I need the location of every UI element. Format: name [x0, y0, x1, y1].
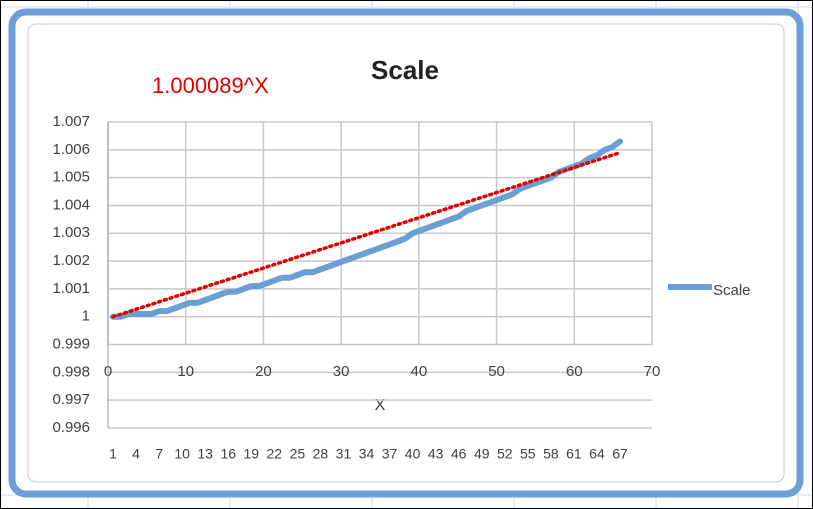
category-label: 1 — [109, 446, 117, 462]
category-label: 4 — [132, 446, 140, 462]
category-label: 37 — [382, 446, 398, 462]
x-axis-title: X — [375, 397, 386, 414]
trendline-equation: 1.000089^X — [152, 73, 269, 98]
category-label: 67 — [612, 446, 628, 462]
legend-label: Scale — [713, 282, 751, 299]
x-tick-label: 50 — [488, 363, 505, 380]
category-label: 16 — [220, 446, 236, 462]
y-tick-label: 0.998 — [52, 363, 90, 380]
category-label: 43 — [428, 446, 444, 462]
y-tick-label: 1.003 — [52, 224, 90, 241]
y-tick-label: 0.996 — [52, 419, 90, 436]
x-tick-label: 70 — [644, 363, 661, 380]
category-label: 40 — [405, 446, 421, 462]
x-tick-label: 10 — [177, 363, 194, 380]
category-label: 19 — [243, 446, 259, 462]
category-label: 34 — [359, 446, 375, 462]
x-tick-label: 30 — [333, 363, 350, 380]
y-tick-label: 1.002 — [52, 252, 90, 269]
chart-title: Scale — [371, 55, 439, 85]
y-tick-label: 0.999 — [52, 336, 90, 353]
category-label: 52 — [497, 446, 513, 462]
y-tick-label: 1.001 — [52, 280, 90, 297]
category-label: 25 — [290, 446, 306, 462]
category-label: 46 — [451, 446, 467, 462]
y-tick-label: 1.006 — [52, 141, 90, 158]
x-tick-label: 60 — [566, 363, 583, 380]
y-tick-label: 1 — [82, 308, 90, 325]
category-label: 10 — [174, 446, 190, 462]
x-tick-label: 20 — [255, 363, 272, 380]
y-tick-label: 1.004 — [52, 196, 90, 213]
category-label: 22 — [267, 446, 283, 462]
chart-area — [27, 23, 785, 483]
trendline — [111, 150, 622, 319]
category-label: 7 — [155, 446, 163, 462]
category-label: 55 — [520, 446, 536, 462]
category-label: 64 — [589, 446, 605, 462]
category-label: 31 — [336, 446, 352, 462]
x-tick-label: 40 — [411, 363, 428, 380]
category-label: 58 — [543, 446, 559, 462]
category-label: 61 — [566, 446, 582, 462]
category-label: 13 — [197, 446, 213, 462]
y-tick-label: 1.007 — [52, 113, 90, 130]
y-tick-label: 1.005 — [52, 169, 90, 186]
category-label: 28 — [313, 446, 329, 462]
y-tick-label: 0.997 — [52, 391, 90, 408]
category-label: 49 — [474, 446, 490, 462]
series-line — [110, 138, 623, 320]
